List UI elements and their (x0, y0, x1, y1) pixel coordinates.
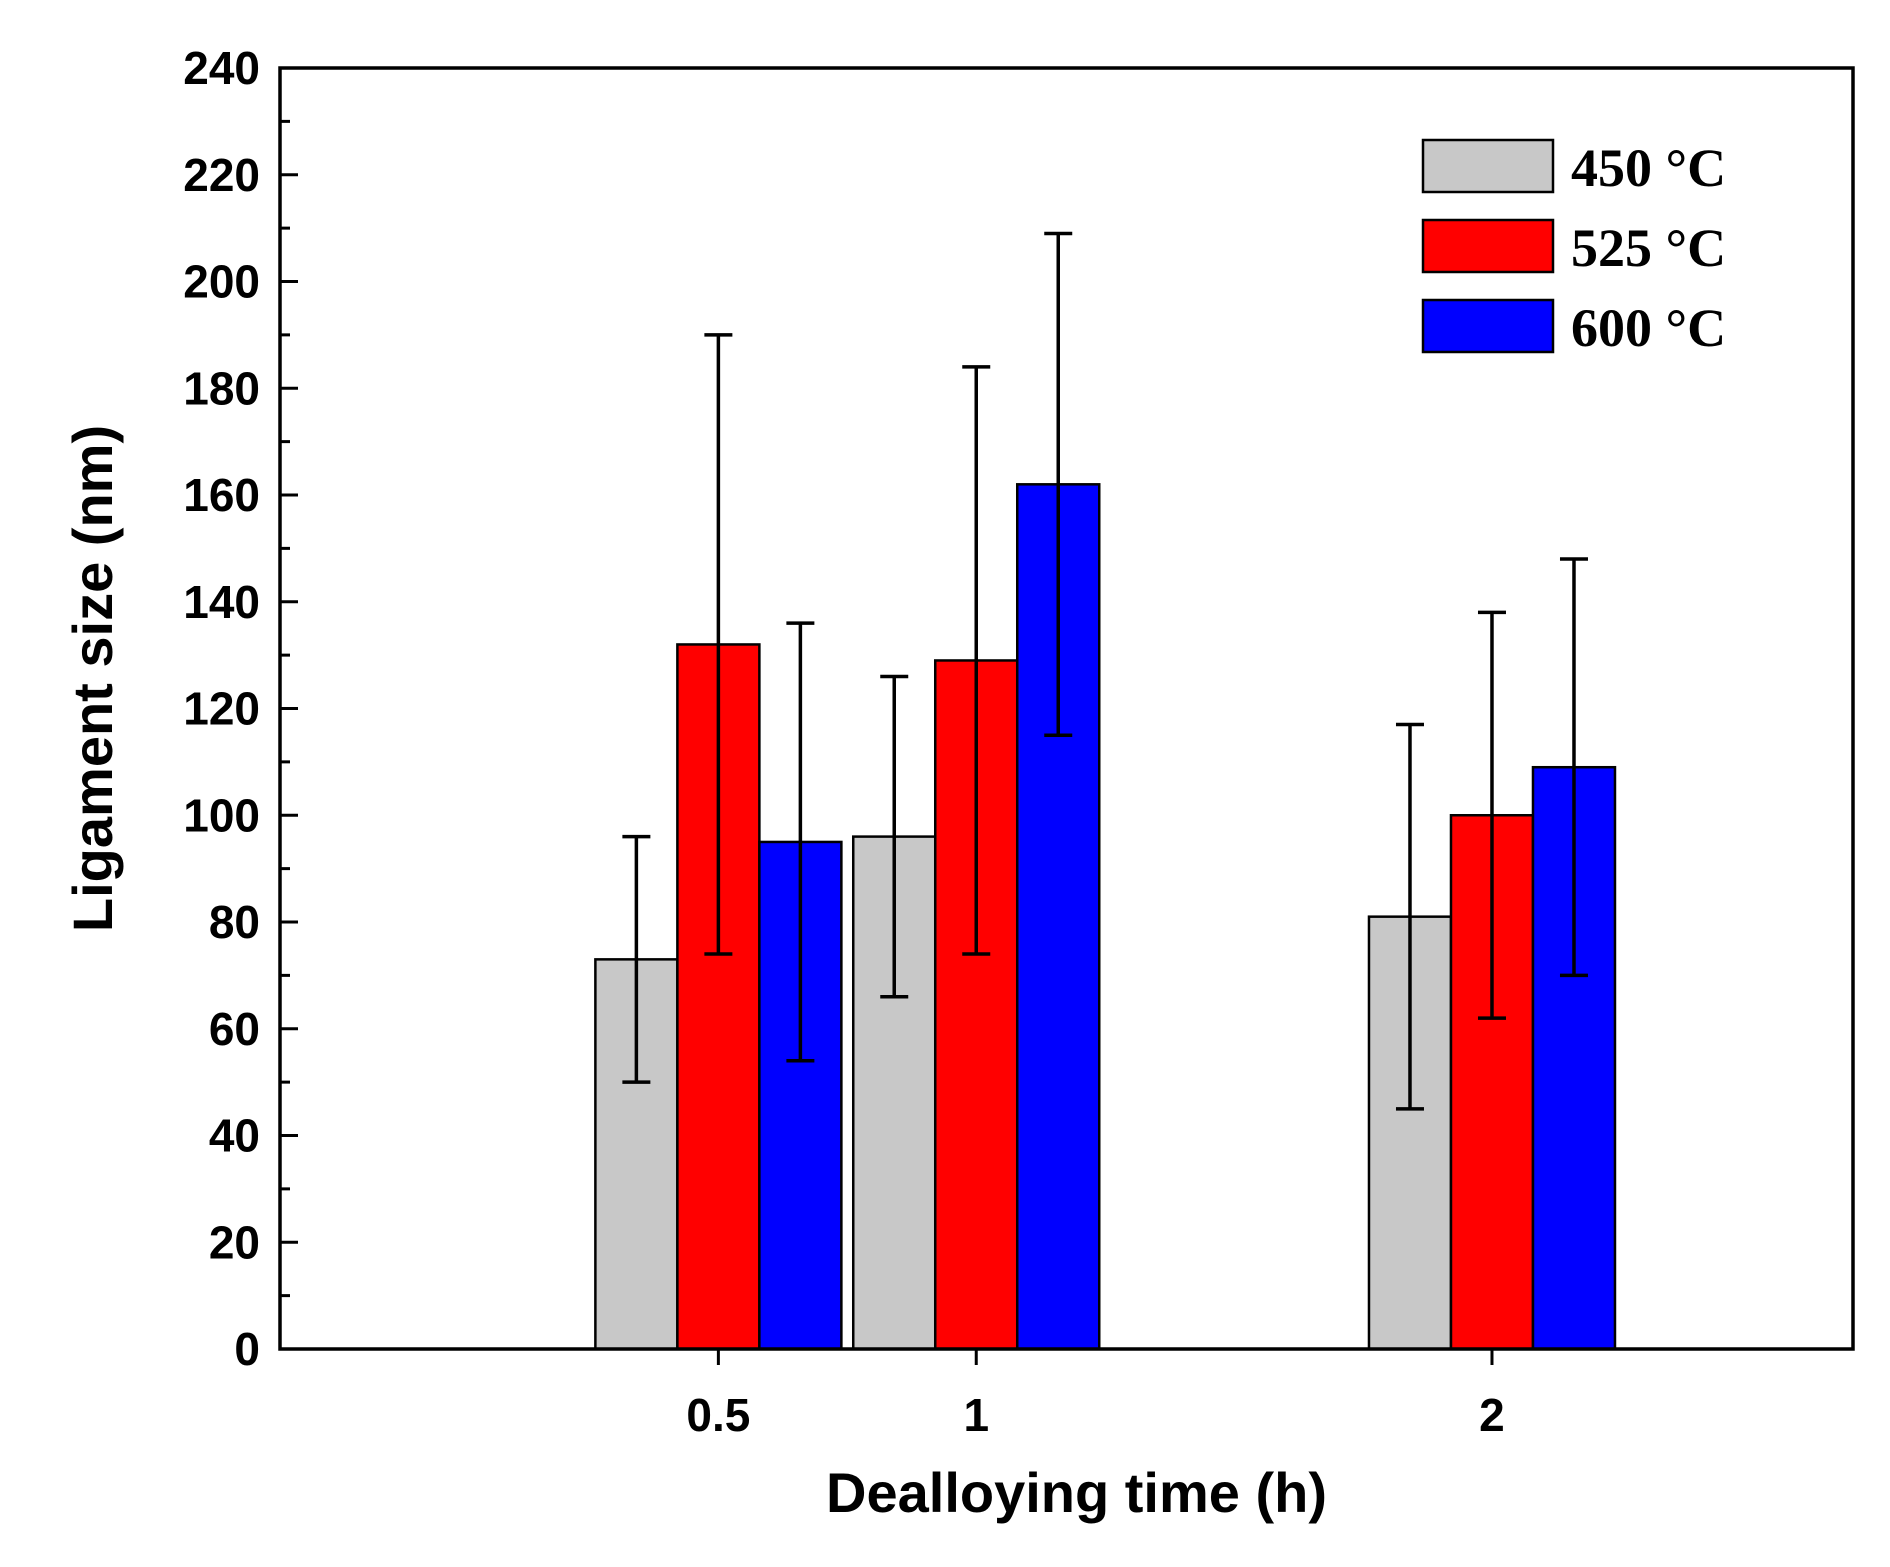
y-tick-label: 160 (183, 469, 260, 521)
y-tick-label: 20 (209, 1216, 260, 1268)
x-tick-label: 2 (1479, 1389, 1505, 1441)
x-axis-ticks: 0.5 1 2 (686, 1349, 1505, 1441)
legend-item-2: 525 °C (1421, 218, 1726, 278)
x-axis-title: Dealloying time (h) (826, 1461, 1327, 1524)
y-tick-label: 100 (183, 789, 260, 841)
legend-item-3: 600 °C (1421, 298, 1726, 358)
legend-swatch (1421, 298, 1555, 354)
errorbar-series2-x2 (1477, 610, 1506, 1020)
y-tick-label: 180 (183, 362, 260, 414)
legend-label: 450 °C (1571, 138, 1726, 198)
errorbar-series3-x1 (1044, 231, 1073, 737)
errorbar-series2-x0.5 (704, 333, 733, 956)
y-tick-label: 200 (183, 256, 260, 308)
errorbar-series2-x1 (962, 365, 991, 956)
y-axis-ticks: 0 20 40 60 80 100 120 140 160 180 200 220 240 (183, 42, 298, 1375)
errorbar-series3-x2 (1559, 557, 1588, 978)
legend-swatch (1421, 218, 1555, 274)
legend-label: 525 °C (1571, 218, 1726, 278)
y-axis-title: Ligament size (nm) (61, 425, 124, 932)
y-tick-label: 80 (209, 896, 260, 948)
y-tick-label: 240 (183, 42, 260, 94)
errorbar-series1-x1 (880, 674, 909, 999)
y-tick-label: 60 (209, 1003, 260, 1055)
legend: 450 °C 525 °C 600 °C (1421, 138, 1726, 358)
x-tick-label: 0.5 (686, 1389, 750, 1441)
y-tick-label: 220 (183, 149, 260, 201)
legend-swatch (1421, 138, 1555, 194)
legend-item-1: 450 °C (1421, 138, 1726, 198)
y-tick-label: 120 (183, 683, 260, 735)
errorbar-series1-x2 (1395, 722, 1424, 1111)
x-tick-label: 1 (963, 1389, 989, 1441)
errorbar-series1-x0.5 (622, 834, 651, 1084)
y-tick-label: 40 (209, 1110, 260, 1162)
bars-layer (594, 483, 1617, 1351)
y-tick-label: 140 (183, 576, 260, 628)
legend-label: 600 °C (1571, 298, 1726, 358)
y-tick-label: 0 (234, 1323, 260, 1375)
errorbar-series3-x0.5 (786, 621, 815, 1063)
errorbar-layer (622, 231, 1588, 1111)
